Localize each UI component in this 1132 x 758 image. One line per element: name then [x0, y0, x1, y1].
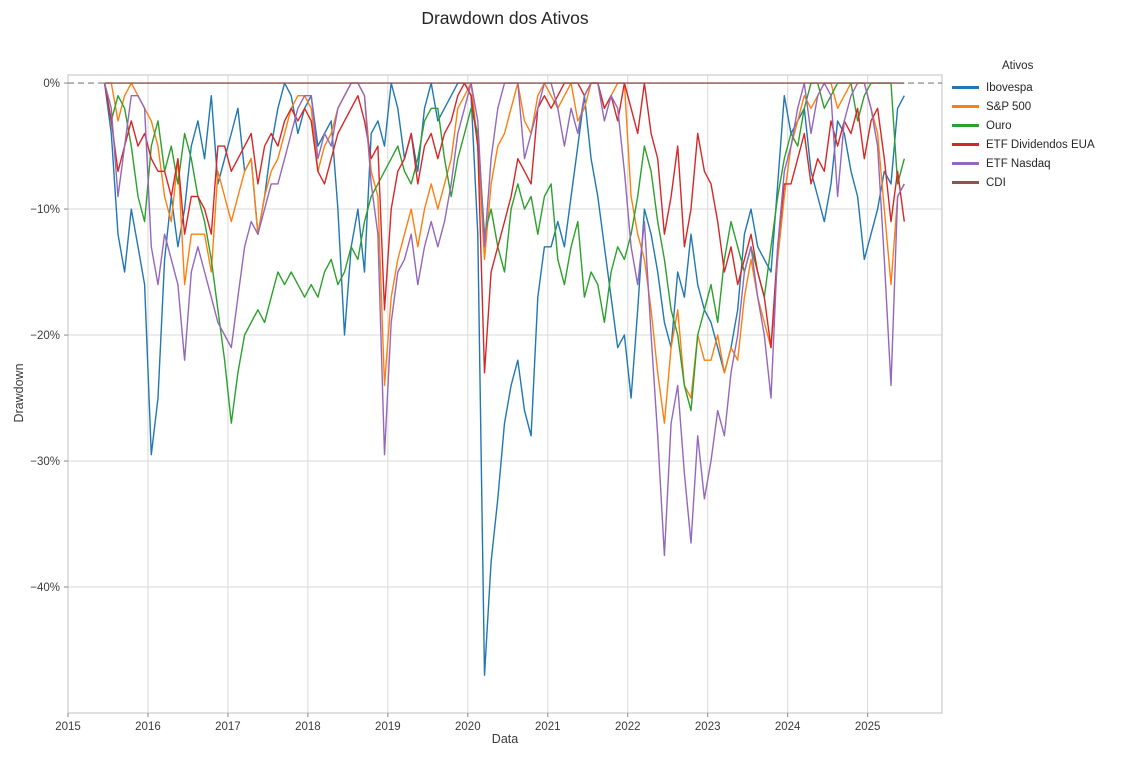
legend-label: Ibovespa	[986, 81, 1033, 94]
legend-item-ibovespa: Ibovespa	[952, 78, 1128, 97]
y-tick-label: −40%	[30, 582, 60, 594]
y-axis-label: Drawdown	[12, 363, 26, 423]
legend-swatch	[952, 181, 979, 184]
series-line-ouro	[103, 82, 905, 424]
legend-label: S&P 500	[986, 100, 1032, 113]
legend: Ativos Ibovespa S&P 500 Ouro ETF Dividendos…	[952, 60, 1128, 192]
x-tick-label: 2019	[375, 721, 401, 733]
x-tick-label: 2024	[775, 721, 801, 733]
series-line-etf-dividendos-eua	[103, 82, 905, 374]
legend-swatch	[952, 124, 979, 127]
x-tick-label: 2018	[295, 721, 321, 733]
legend-item-cdi: CDI	[952, 173, 1128, 192]
x-tick-label: 2016	[135, 721, 161, 733]
legend-swatch	[952, 105, 979, 108]
legend-item-etf-nasdaq: ETF Nasdaq	[952, 154, 1128, 173]
legend-label: ETF Dividendos EUA	[986, 138, 1095, 151]
y-tick-label: −20%	[30, 330, 60, 342]
y-tick-label: −30%	[30, 456, 60, 468]
x-tick-label: 2022	[615, 721, 641, 733]
x-tick-label: 2025	[855, 721, 881, 733]
legend-title: Ativos	[1002, 60, 1034, 72]
legend-label: ETF Nasdaq	[986, 157, 1051, 170]
legend-item-etf-dividendos-eua: ETF Dividendos EUA	[952, 135, 1128, 154]
series-line-s-p-500	[104, 82, 905, 424]
plot-frame	[67, 74, 943, 714]
axis-ticks	[64, 82, 869, 717]
legend-item-s-p-500: S&P 500	[952, 97, 1128, 116]
legend-swatch	[952, 162, 979, 165]
series-line-ibovespa	[103, 82, 905, 676]
x-tick-label: 2015	[55, 721, 81, 733]
x-tick-label: 2017	[215, 721, 241, 733]
legend-label: CDI	[986, 176, 1006, 189]
x-axis-label: Data	[491, 732, 519, 746]
x-tick-label: 2020	[455, 721, 481, 733]
legend-label: Ouro	[986, 119, 1012, 132]
series-line-etf-nasdaq	[103, 82, 905, 557]
series-lines	[103, 82, 905, 676]
chart-title: Drawdown dos Ativos	[421, 8, 589, 28]
legend-items: Ibovespa S&P 500 Ouro ETF Dividendos EUA ETF…	[952, 78, 1128, 192]
legend-swatch	[952, 86, 979, 89]
x-tick-label: 2023	[695, 721, 721, 733]
x-tick-label: 2021	[535, 721, 561, 733]
y-tick-label: −10%	[30, 204, 60, 216]
legend-item-ouro: Ouro	[952, 116, 1128, 135]
y-tick-label: 0%	[43, 78, 60, 90]
legend-swatch	[952, 143, 979, 146]
axis-tick-labels: 2015 2016 2017 2018 2019 2020 2021 2022 2023 2024…	[30, 78, 880, 733]
